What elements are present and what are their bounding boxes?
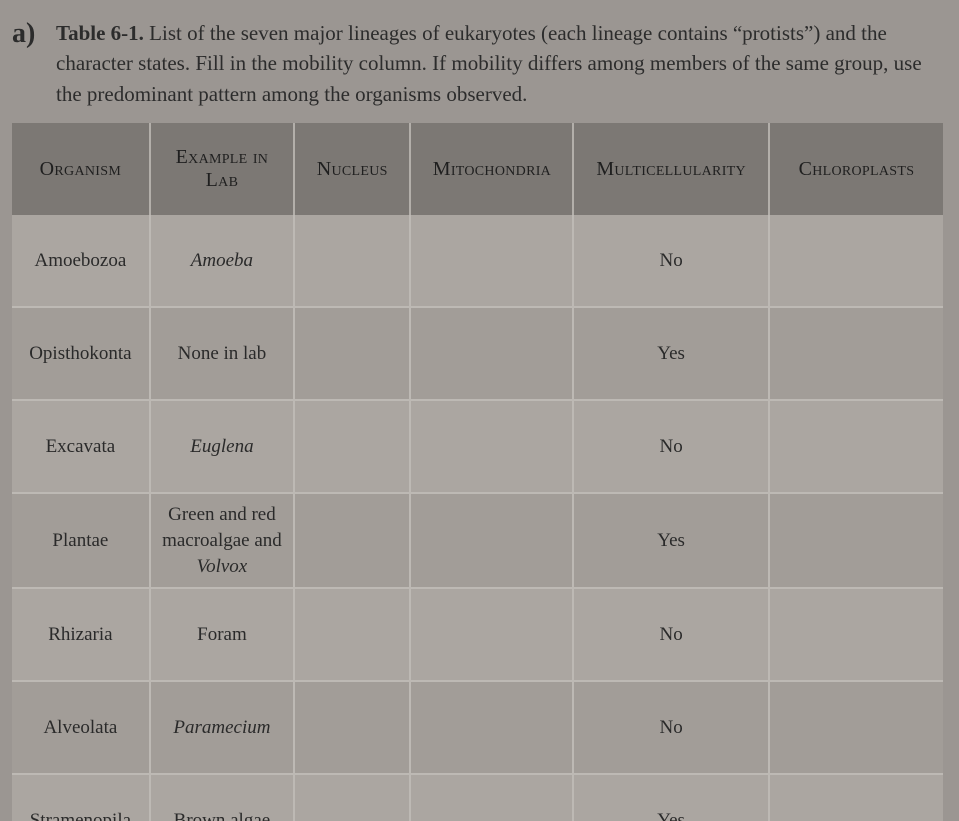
cell-multicellularity: Yes (573, 493, 769, 588)
table-row: Excavata Euglena No (12, 400, 943, 493)
cell-multicellularity: Yes (573, 774, 769, 821)
col-header-nucleus: Nucleus (294, 123, 410, 215)
col-header-example: Example in Lab (150, 123, 294, 215)
cell-chloroplasts (769, 774, 943, 821)
caption-text: List of the seven major lineages of euka… (56, 21, 922, 106)
cell-nucleus (294, 774, 410, 821)
cell-multicellularity: No (573, 588, 769, 681)
table-row: Amoebozoa Amoeba No (12, 215, 943, 307)
example-plain: None in lab (178, 343, 267, 364)
cell-mitochondria (410, 774, 573, 821)
example-plain: Foram (197, 624, 247, 645)
col-header-multicellularity: Multicellularity (573, 123, 769, 215)
table-header-row: Organism Example in Lab Nucleus Mitochon… (12, 123, 943, 215)
cell-example: None in lab (150, 307, 294, 400)
cell-organism: Amoebozoa (12, 215, 150, 307)
page: a) Table 6-1. List of the seven major li… (0, 0, 959, 821)
question-label: a) (12, 18, 46, 50)
example-italic: Amoeba (191, 250, 253, 271)
cell-example: Amoeba (150, 215, 294, 307)
cell-mitochondria (410, 493, 573, 588)
col-header-organism: Organism (12, 123, 150, 215)
cell-multicellularity: No (573, 215, 769, 307)
cell-example: Brown algae (150, 774, 294, 821)
cell-example: Green and red macroalgae and Volvox (150, 493, 294, 588)
col-header-chloroplasts: Chloroplasts (769, 123, 943, 215)
example-plain: Brown algae (174, 810, 271, 821)
cell-chloroplasts (769, 307, 943, 400)
table-row: Rhizaria Foram No (12, 588, 943, 681)
example-italic: Euglena (190, 436, 253, 457)
cell-nucleus (294, 493, 410, 588)
cell-multicellularity: No (573, 400, 769, 493)
cell-nucleus (294, 681, 410, 774)
cell-organism: Plantae (12, 493, 150, 588)
cell-mitochondria (410, 215, 573, 307)
cell-organism: Opisthokonta (12, 307, 150, 400)
col-header-mitochondria: Mitochondria (410, 123, 573, 215)
cell-mitochondria (410, 400, 573, 493)
cell-chloroplasts (769, 681, 943, 774)
table-row: Plantae Green and red macroalgae and Vol… (12, 493, 943, 588)
cell-nucleus (294, 588, 410, 681)
cell-nucleus (294, 400, 410, 493)
table-row: Alveolata Paramecium No (12, 681, 943, 774)
cell-example: Paramecium (150, 681, 294, 774)
cell-chloroplasts (769, 588, 943, 681)
cell-mitochondria (410, 681, 573, 774)
cell-nucleus (294, 307, 410, 400)
cell-organism: Rhizaria (12, 588, 150, 681)
cell-multicellularity: Yes (573, 307, 769, 400)
caption-block: a) Table 6-1. List of the seven major li… (12, 18, 943, 109)
cell-organism: Excavata (12, 400, 150, 493)
table-row: Stramenopila Brown algae Yes (12, 774, 943, 821)
cell-chloroplasts (769, 493, 943, 588)
cell-example: Foram (150, 588, 294, 681)
example-italic: Paramecium (173, 717, 270, 738)
caption-title: Table 6-1. (56, 21, 144, 45)
example-plain: Green and red macroalgae and (162, 504, 282, 551)
table-caption: Table 6-1. List of the seven major linea… (56, 18, 936, 109)
lineages-table: Organism Example in Lab Nucleus Mitochon… (12, 123, 943, 821)
cell-organism: Stramenopila (12, 774, 150, 821)
cell-example: Euglena (150, 400, 294, 493)
cell-multicellularity: No (573, 681, 769, 774)
table-row: Opisthokonta None in lab Yes (12, 307, 943, 400)
cell-mitochondria (410, 307, 573, 400)
example-italic: Volvox (197, 556, 248, 577)
cell-chloroplasts (769, 400, 943, 493)
cell-organism: Alveolata (12, 681, 150, 774)
cell-mitochondria (410, 588, 573, 681)
cell-nucleus (294, 215, 410, 307)
cell-chloroplasts (769, 215, 943, 307)
